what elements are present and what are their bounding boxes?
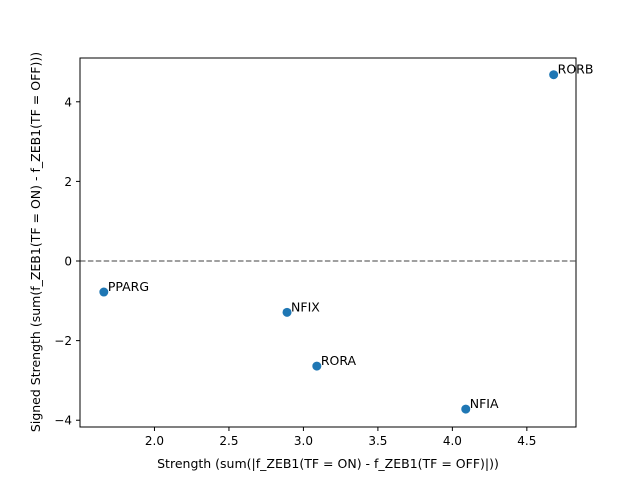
data-point-rora [312,361,322,371]
x-axis-label: Strength (sum(|f_ZEB1(TF = ON) - f_ZEB1(… [157,456,499,471]
data-point-rorb [549,70,559,80]
point-label-pparg: PPARG [108,279,149,294]
y-tick-label: −2 [54,334,72,348]
x-tick-label: 3.0 [294,434,313,448]
plot-frame [79,57,577,428]
y-tick-label: 4 [64,95,72,109]
y-tick-label: 0 [64,255,72,269]
x-tick-label: 3.5 [368,434,387,448]
x-tick-label: 2.0 [145,434,164,448]
y-axis-label: Signed Strength (sum(f_ZEB1(TF = ON) - f… [28,52,43,432]
point-label-rora: RORA [321,353,357,368]
plot-background [80,58,576,427]
point-label-nfix: NFIX [291,299,320,314]
y-tick-label: 2 [64,175,72,189]
point-label-nfia: NFIA [470,396,499,411]
data-point-nfia [461,404,471,414]
data-point-pparg [99,287,109,297]
x-tick-label: 4.5 [517,434,536,448]
x-tick-label: 2.5 [219,434,238,448]
data-point-nfix [282,307,292,317]
x-tick-label: 4.0 [443,434,462,448]
y-tick-label: −4 [54,414,72,428]
